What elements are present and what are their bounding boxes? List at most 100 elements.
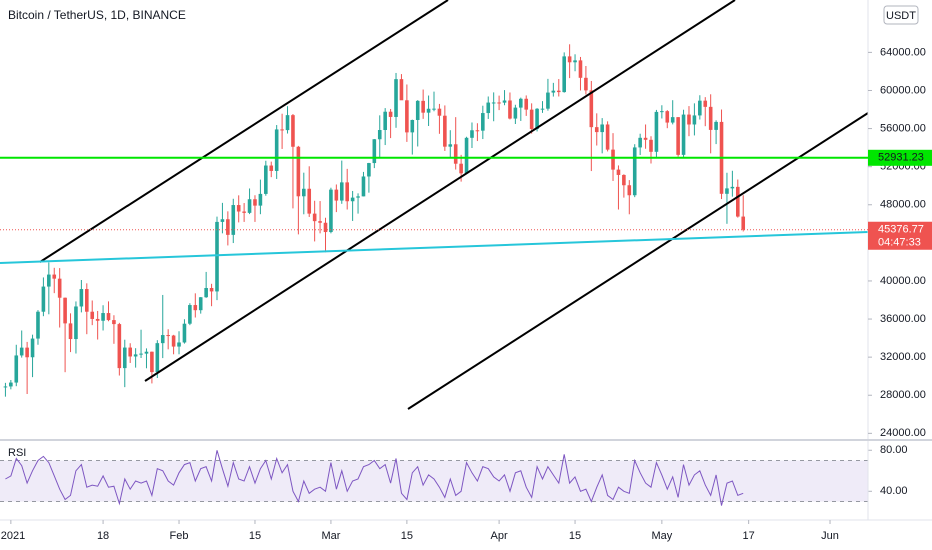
candle-body (329, 189, 333, 233)
candle-body (253, 199, 257, 206)
candle-body (529, 109, 534, 129)
countdown-label: 04:47:33 (878, 237, 921, 249)
y-tick-label: 32000.00 (880, 351, 926, 363)
y-tick-label: 40000.00 (880, 275, 926, 287)
candle-body (117, 324, 122, 369)
candles (3, 44, 746, 397)
candle-body (204, 288, 208, 298)
candle-body (318, 221, 322, 223)
candle-body (215, 221, 219, 292)
candle-body (101, 313, 105, 321)
candle-body (193, 305, 198, 311)
candle-body (708, 106, 713, 130)
candle-body (106, 313, 111, 321)
candle-body (280, 129, 284, 131)
candle-body (481, 113, 485, 131)
candle-body (226, 219, 230, 235)
candle-body (556, 90, 561, 93)
candle-body (388, 111, 393, 117)
rsi-pane (0, 449, 872, 506)
y-tick-label: 28000.00 (880, 389, 926, 401)
candle-body (540, 108, 545, 110)
candle-body (285, 115, 290, 131)
candle-body (470, 130, 474, 138)
candle-body (188, 305, 192, 324)
candle-body (144, 351, 149, 354)
candle-body (546, 92, 550, 109)
candle-body (741, 216, 746, 230)
x-tick-label: 15 (401, 530, 413, 542)
candle-body (361, 176, 366, 197)
candle-body (632, 147, 637, 196)
candle-body (25, 347, 29, 358)
currency-label: USDT (886, 10, 916, 22)
candle-body (421, 100, 425, 113)
rsi-label: RSI (8, 447, 26, 459)
candle-body (74, 306, 78, 340)
candle-body (383, 111, 387, 130)
x-tick-label: 17 (743, 530, 755, 542)
candle-body (486, 102, 491, 114)
candle-body (367, 163, 371, 177)
candle-body (730, 186, 735, 189)
y-tick-label: 56000.00 (880, 122, 926, 134)
candle-body (269, 165, 274, 171)
candle-body (139, 353, 143, 355)
candle-body (247, 199, 252, 213)
y-tick-label: 24000.00 (880, 427, 926, 439)
candle-body (220, 219, 225, 222)
rsi-line (5, 450, 744, 506)
candle-body (665, 111, 670, 123)
chart-title: Bitcoin / TetherUS, 1D, BINANCE (8, 8, 186, 22)
candle-body (345, 182, 349, 202)
candle-body (177, 342, 181, 347)
candle-body (453, 144, 458, 164)
labels: 24000.00 28000.00 32000.00 36000.00 40000.00… (0, 46, 932, 542)
candle-body (508, 100, 512, 119)
candle-body (95, 318, 100, 321)
channel-line (407, 112, 869, 410)
candle-body (171, 335, 176, 347)
last-price-label: 45376.77 (878, 224, 924, 236)
candle-body (703, 100, 708, 107)
candle-body (676, 117, 680, 155)
candle-body (687, 114, 691, 125)
candle-body (491, 102, 496, 104)
candle-body (150, 351, 154, 373)
candle-body (497, 102, 501, 104)
candle-body (448, 144, 453, 147)
candle-body (242, 211, 246, 213)
candle-body (90, 311, 95, 319)
candle-body (502, 100, 507, 103)
candle-body (236, 205, 241, 212)
candle-body (231, 205, 236, 235)
candle-body (736, 186, 740, 217)
rsi-y-tick-label: 80.00 (880, 444, 908, 456)
candle-body (611, 149, 615, 170)
candle-body (377, 130, 382, 140)
x-tick-label: Mar (321, 530, 340, 542)
candle-body (660, 111, 664, 113)
candle-body (654, 111, 659, 152)
channel-line (144, 0, 736, 382)
candle-body (209, 288, 214, 292)
level-badge (868, 149, 932, 166)
candle-body (63, 297, 67, 324)
candle-body (714, 121, 718, 130)
level-label: 52931.23 (878, 152, 924, 164)
candle-body (350, 197, 355, 202)
candle-body (258, 193, 263, 206)
candle-body (638, 137, 642, 148)
candle-body (372, 139, 377, 164)
candle-body (182, 323, 187, 343)
candle-body (605, 124, 610, 150)
candle-body (198, 297, 203, 311)
candle-body (443, 115, 447, 147)
candle-body (464, 137, 469, 174)
currency-badge[interactable] (883, 5, 919, 25)
x-tick-label: 2021 (1, 530, 25, 542)
candle-body (9, 382, 13, 387)
candle-body (291, 115, 295, 147)
